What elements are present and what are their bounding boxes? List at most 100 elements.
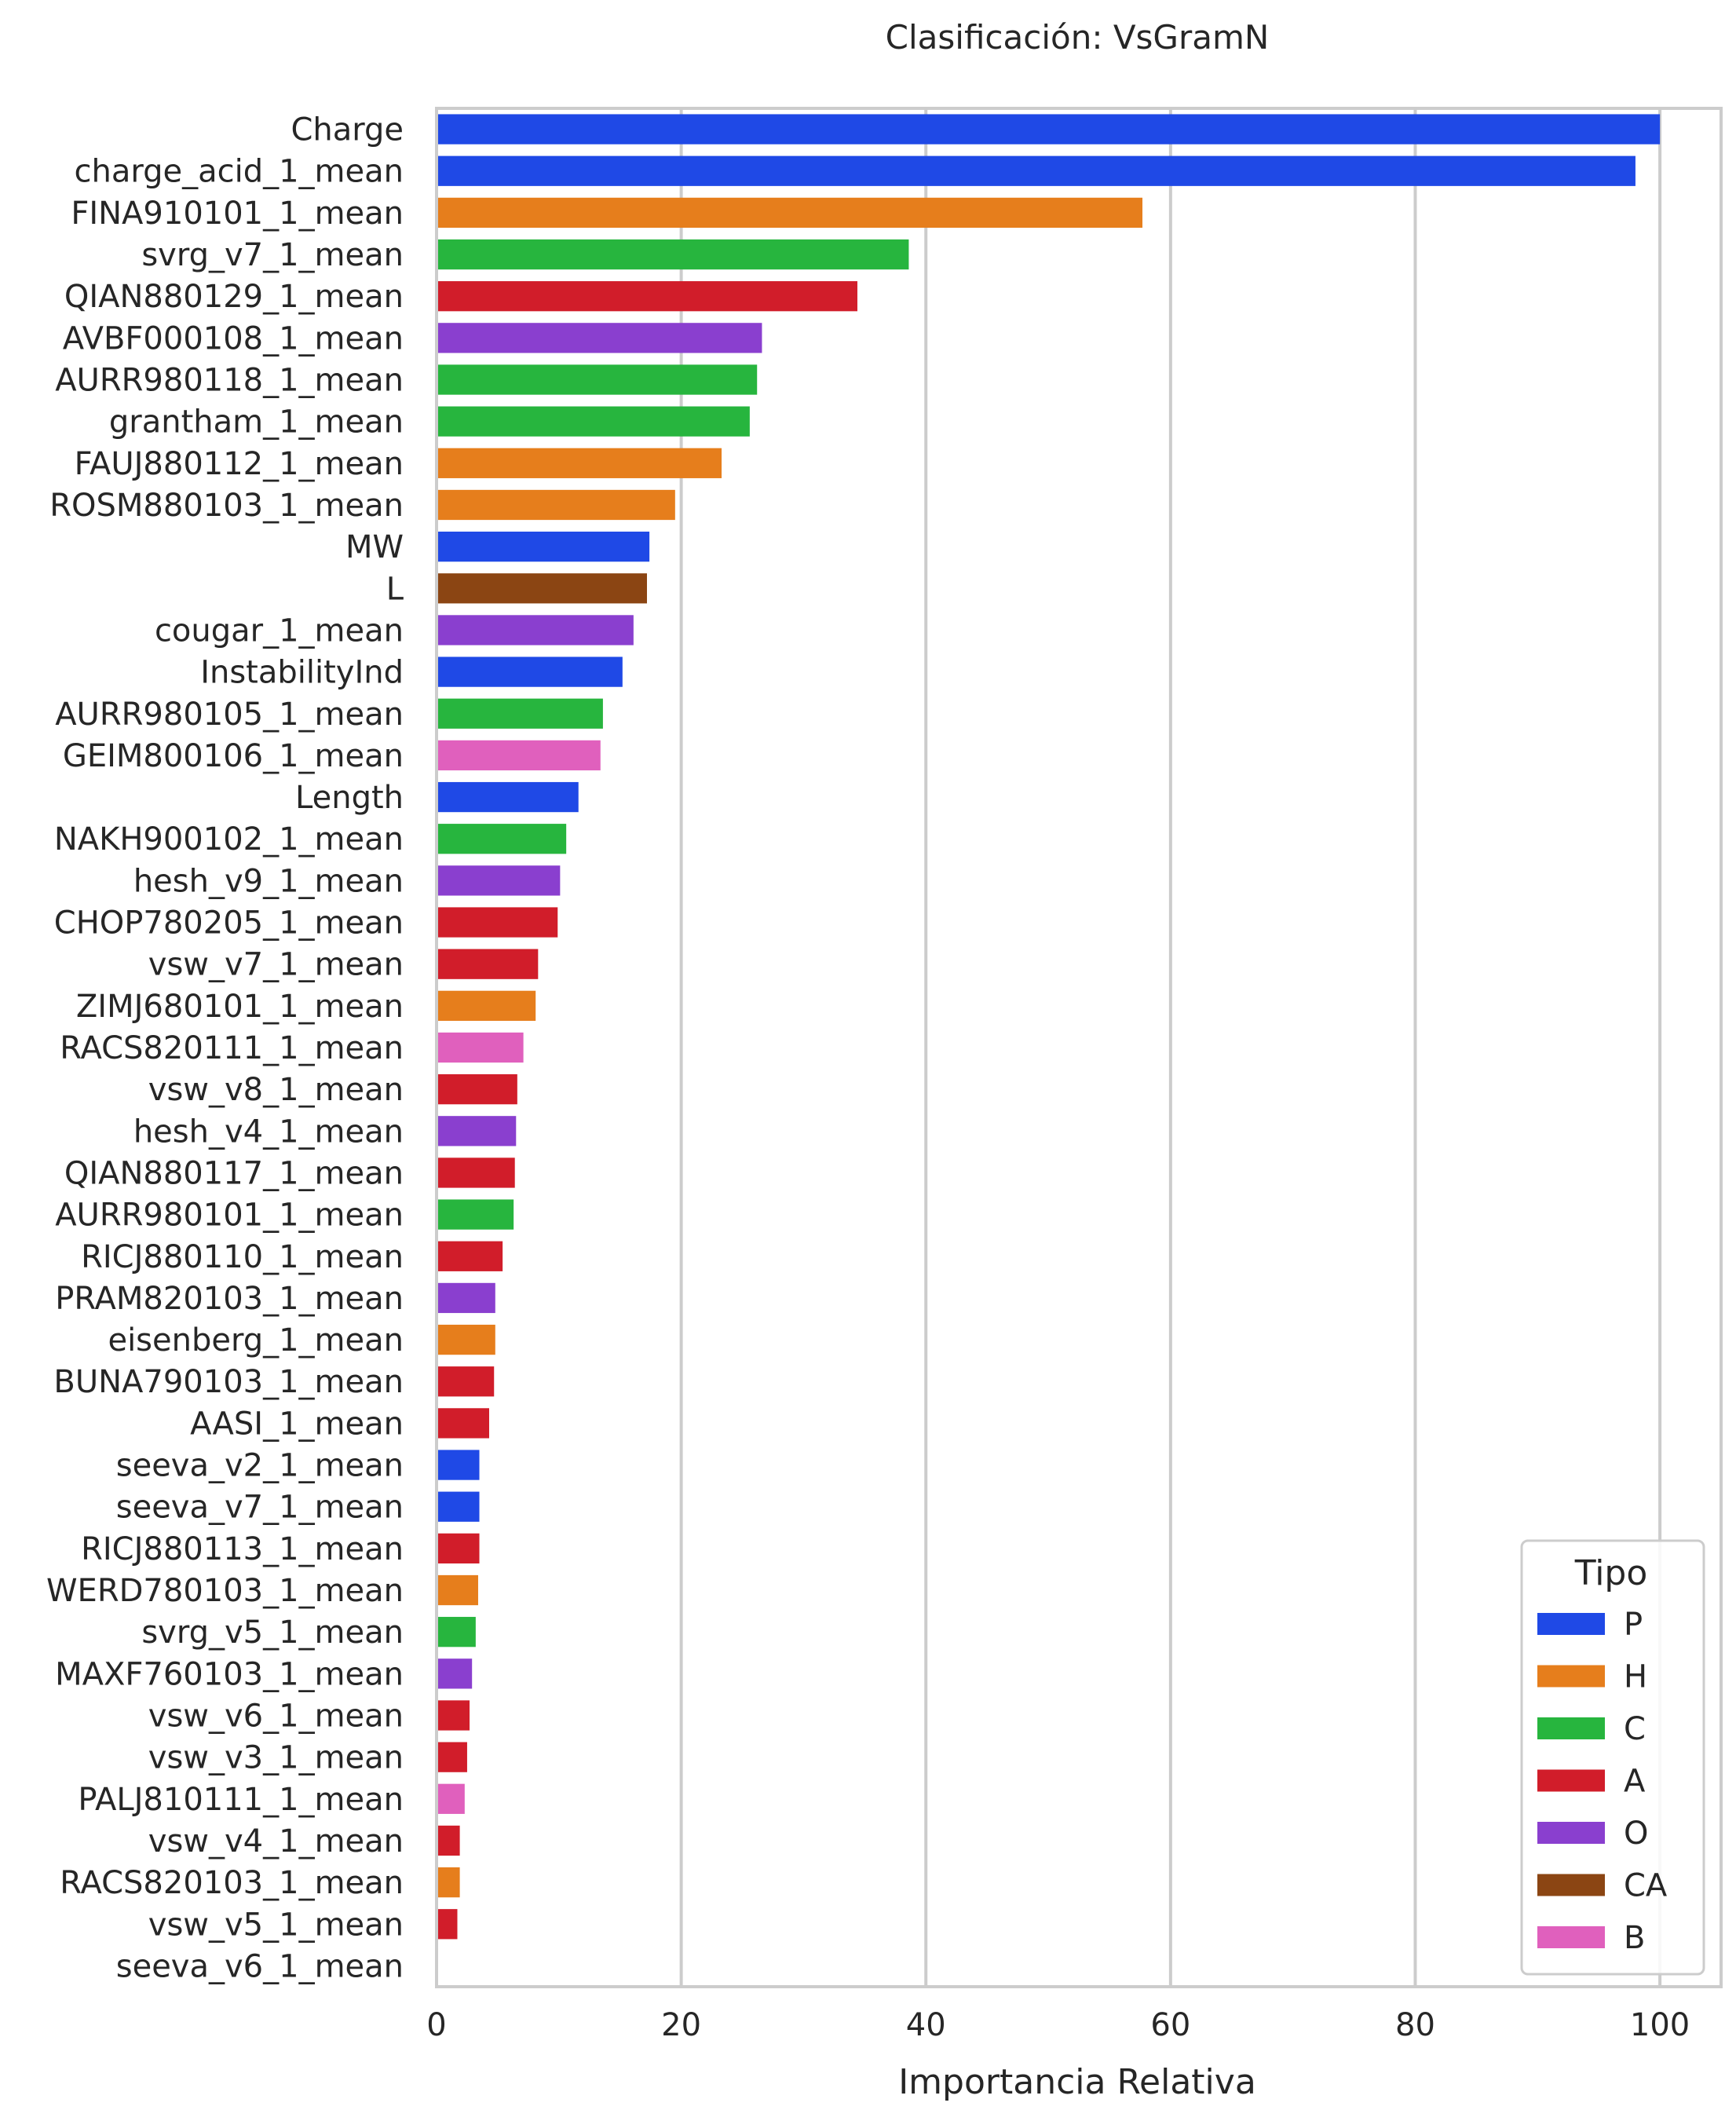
- y-tick-label: ZIMJ680101_1_mean: [76, 989, 404, 1025]
- legend-label: O: [1624, 1816, 1648, 1852]
- bar: [437, 1324, 495, 1355]
- bar: [437, 364, 758, 395]
- legend-label: P: [1624, 1607, 1643, 1643]
- legend-swatch: [1537, 1874, 1605, 1896]
- y-tick-label: cougar_1_mean: [155, 613, 404, 649]
- bar: [437, 1199, 514, 1230]
- y-tick-label: seeva_v6_1_mean: [116, 1948, 404, 1984]
- y-tick-label: NAKH900102_1_mean: [54, 821, 404, 858]
- y-tick-label: GEIM800106_1_mean: [63, 738, 404, 774]
- bar: [437, 824, 567, 854]
- x-tick-labels: 0 20 40 60 80 100: [426, 2007, 1690, 2043]
- y-tick-label: WERD780103_1_mean: [46, 1573, 404, 1609]
- y-tick-label: seeva_v2_1_mean: [116, 1448, 404, 1484]
- bar: [437, 1658, 473, 1689]
- y-tick-label: vsw_v5_1_mean: [148, 1907, 404, 1943]
- legend-title: Tipo: [1574, 1553, 1648, 1593]
- y-tick-label: RACS820103_1_mean: [60, 1865, 404, 1901]
- y-tick-label: MW: [345, 529, 404, 565]
- y-tick-label: grantham_1_mean: [109, 404, 404, 441]
- bar: [437, 489, 675, 521]
- y-tick-label: vsw_v7_1_mean: [148, 947, 404, 983]
- x-axis-label: Importancia Relativa: [898, 2062, 1256, 2102]
- legend-label: B: [1624, 1920, 1645, 1956]
- y-tick-label: seeva_v7_1_mean: [116, 1490, 404, 1526]
- bar: [437, 239, 909, 270]
- y-tick-label: vsw_v4_1_mean: [148, 1823, 404, 1860]
- y-tick-label: QIAN880117_1_mean: [64, 1155, 404, 1191]
- y-tick-label: AURR980118_1_mean: [55, 363, 404, 399]
- bar: [437, 949, 539, 979]
- y-tick-label: InstabilityInd: [200, 655, 404, 691]
- bar: [437, 1157, 515, 1188]
- bar: [437, 1116, 517, 1146]
- legend-swatch: [1537, 1717, 1605, 1739]
- legend-box: [1520, 1539, 1705, 1976]
- bar: [437, 448, 722, 478]
- y-tick-label: hesh_v4_1_mean: [133, 1114, 404, 1150]
- y-tick-label: Charge: [291, 112, 404, 148]
- y-tick-label: RICJ880110_1_mean: [81, 1239, 404, 1275]
- bar: [437, 990, 536, 1021]
- legend-swatch: [1537, 1665, 1605, 1688]
- legend-label: A: [1624, 1764, 1646, 1800]
- y-tick-label: hesh_v9_1_mean: [133, 863, 404, 899]
- bar: [437, 1742, 467, 1772]
- bar: [437, 1491, 480, 1522]
- bar: [437, 1617, 476, 1647]
- bar: [437, 1574, 478, 1606]
- bar: [437, 698, 603, 729]
- y-tick-labels: Charge charge_acid_1_mean FINA910101_1_mea…: [46, 112, 404, 1985]
- y-tick-label: eisenberg_1_mean: [108, 1322, 404, 1359]
- y-tick-label: FAUJ880112_1_mean: [75, 446, 404, 482]
- y-tick-label: AURR980101_1_mean: [55, 1198, 404, 1234]
- y-tick-label: MAXF760103_1_mean: [55, 1656, 404, 1692]
- y-tick-label: svrg_v7_1_mean: [141, 237, 404, 273]
- y-tick-label: RICJ880113_1_mean: [81, 1531, 404, 1567]
- legend-swatch: [1537, 1926, 1605, 1948]
- y-tick-label: svrg_v5_1_mean: [141, 1615, 404, 1651]
- bar: [437, 531, 650, 562]
- bar: [437, 907, 558, 938]
- y-tick-label: CHOP780205_1_mean: [54, 905, 404, 942]
- bar: [437, 1867, 460, 1898]
- bar: [437, 406, 750, 437]
- bar: [437, 114, 1661, 144]
- y-tick-label: L: [386, 571, 404, 607]
- bar: [437, 1032, 524, 1063]
- x-tick-label: 80: [1395, 2007, 1435, 2043]
- legend-swatch: [1537, 1613, 1605, 1635]
- y-tick-label: AURR980105_1_mean: [55, 697, 404, 733]
- x-tick-label: 0: [426, 2007, 446, 2043]
- bar: [437, 865, 561, 896]
- y-tick-label: PALJ810111_1_mean: [78, 1782, 404, 1818]
- y-tick-label: QIAN880129_1_mean: [64, 279, 404, 315]
- bars: [437, 114, 1661, 1940]
- y-tick-label: AVBF000108_1_mean: [63, 320, 404, 357]
- bar: [437, 197, 1143, 229]
- y-tick-label: vsw_v3_1_mean: [148, 1740, 404, 1776]
- y-tick-label: FINA910101_1_mean: [71, 196, 404, 232]
- x-tick-label: 40: [906, 2007, 946, 2043]
- bar: [437, 781, 579, 813]
- y-tick-label: vsw_v6_1_mean: [148, 1698, 404, 1734]
- bar: [437, 1282, 495, 1314]
- bar: [437, 1909, 458, 1940]
- plot-frame: [435, 107, 1723, 1988]
- bar: [437, 1533, 480, 1564]
- bar: [437, 155, 1635, 186]
- y-tick-label: RACS820111_1_mean: [60, 1030, 404, 1066]
- legend-label: C: [1624, 1711, 1646, 1747]
- bar: [437, 740, 601, 771]
- bar: [437, 1408, 489, 1439]
- x-tick-label: 60: [1150, 2007, 1190, 2043]
- bar: [437, 1241, 503, 1271]
- bar: [437, 573, 647, 604]
- bar: [437, 1700, 470, 1731]
- y-tick-label: PRAM820103_1_mean: [55, 1281, 404, 1317]
- y-tick-label: BUNA790103_1_mean: [53, 1364, 404, 1400]
- bar: [437, 1074, 517, 1105]
